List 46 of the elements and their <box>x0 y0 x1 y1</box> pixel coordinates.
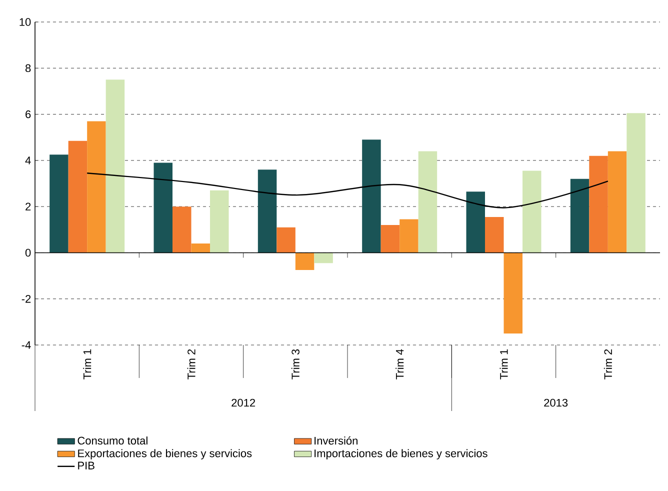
y-tick-label: -2 <box>22 295 31 303</box>
bar <box>87 121 106 253</box>
bar <box>589 156 608 253</box>
bar <box>400 219 418 253</box>
bar <box>68 140 88 253</box>
x-tick-label: Trim 2 <box>604 349 612 380</box>
legend-label: PIB <box>78 462 94 470</box>
bar <box>522 170 542 253</box>
legend-label: Consumo total <box>78 436 148 445</box>
bar <box>570 178 590 253</box>
y-tick-label: 4 <box>25 156 31 164</box>
bar <box>154 162 173 253</box>
legend-label: Exportaciones de bienes y servicios <box>78 449 252 460</box>
y-tick-label: 2 <box>26 202 31 210</box>
bar <box>626 113 646 253</box>
bar <box>172 206 192 253</box>
x-tick-label: Trim 1 <box>83 349 92 380</box>
bar <box>314 252 333 264</box>
x-tick-label: Trim 1 <box>500 349 508 380</box>
bar <box>504 252 523 334</box>
bar <box>276 227 296 253</box>
x-tick-label: Trim 4 <box>396 349 404 380</box>
bar <box>362 140 381 253</box>
bar <box>191 243 210 253</box>
bar <box>210 190 229 253</box>
y-tick-label: 0 <box>25 248 31 257</box>
legend-label: Importaciones de bienes y servicios <box>314 449 488 460</box>
bar <box>50 154 68 253</box>
bar <box>258 170 277 253</box>
x-tick-label: Trim 3 <box>291 349 300 380</box>
text: 2012 <box>232 398 256 407</box>
y-tick-label: 10 <box>20 18 31 26</box>
x-tick-label: Trim 2 <box>187 349 196 380</box>
bar <box>295 252 314 270</box>
legend-label: Inversión <box>314 436 358 445</box>
y-tick-label: -4 <box>22 341 31 349</box>
bar <box>608 151 627 253</box>
line-series <box>86 172 609 208</box>
y-tick-label: 8 <box>25 64 31 72</box>
text: 2013 <box>544 398 568 407</box>
bar <box>418 151 438 253</box>
bar <box>380 225 400 253</box>
bar <box>485 216 504 253</box>
y-tick-label: 6 <box>26 110 31 118</box>
bar <box>466 192 485 253</box>
bar <box>106 80 125 253</box>
